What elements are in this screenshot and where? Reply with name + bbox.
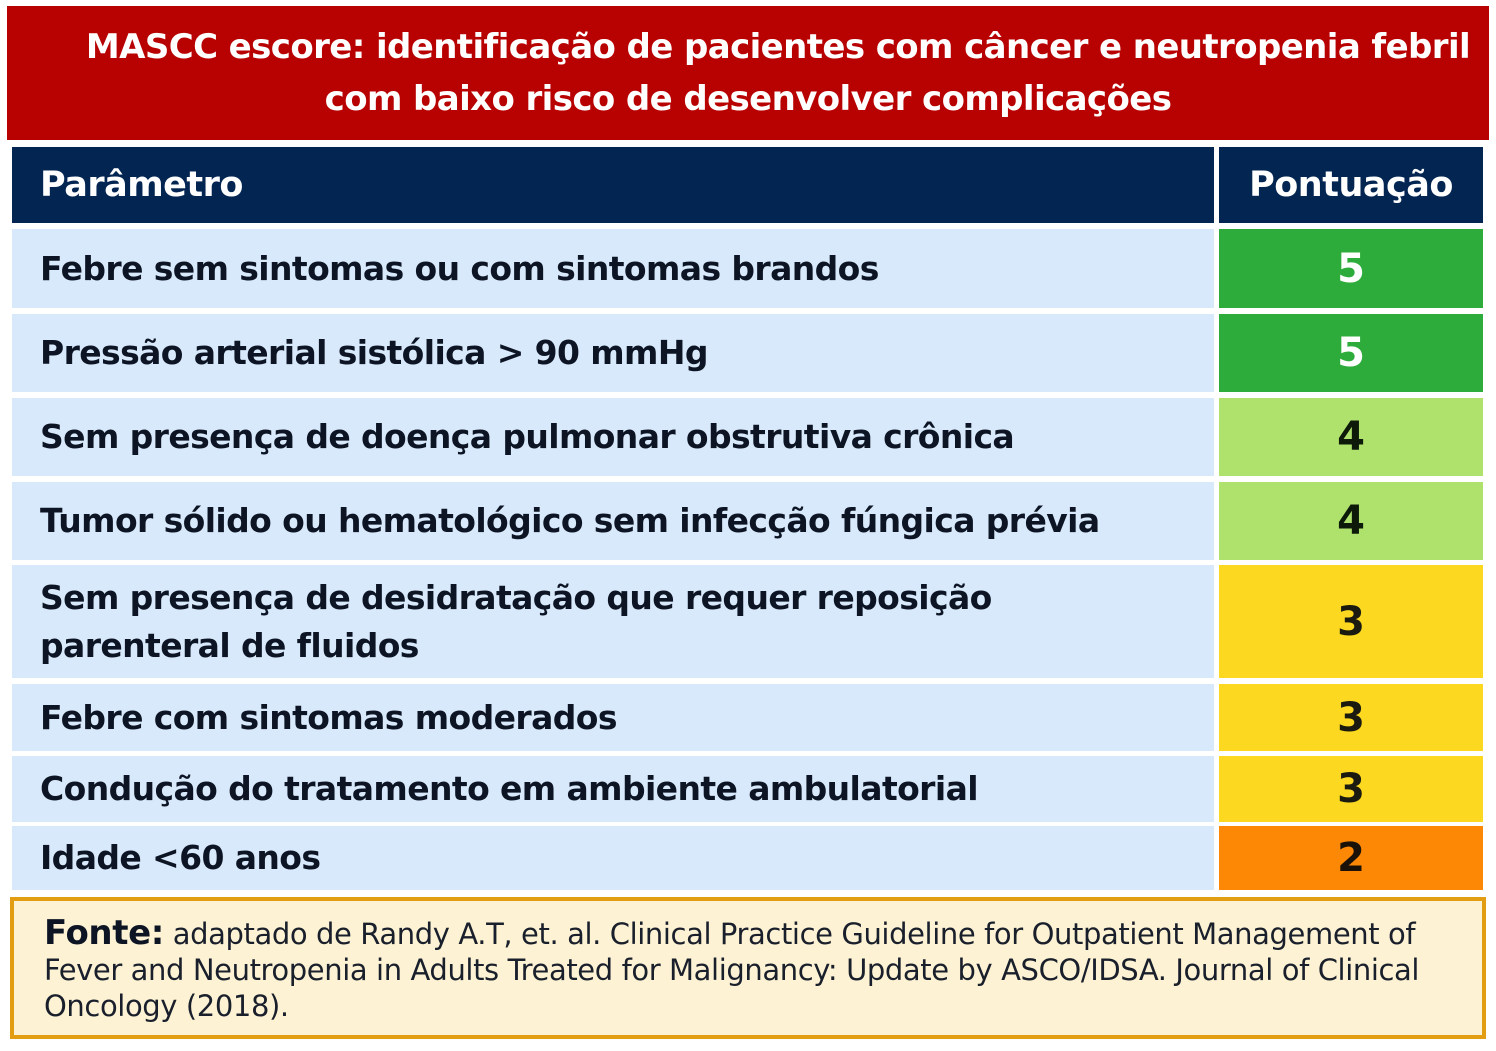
score-cell: 3 [1219,565,1483,678]
score-cell: 4 [1219,398,1483,476]
source-label: Fonte: [44,913,164,953]
title-line-1: MASCC escore: identificação de pacientes… [85,27,1471,67]
parameter-cell: Sem presença de doença pulmonar obstruti… [12,398,1214,476]
title-line-2: com baixo risco de desenvolver complicaç… [324,79,1172,119]
column-header-parameter: Parâmetro [12,147,1214,223]
parameter-cell: Sem presença de desidratação que requer … [12,565,1214,678]
title-banner: MASCC escore: identificação de pacientes… [7,6,1489,140]
parameter-cell: Condução do tratamento em ambiente ambul… [12,756,1214,822]
score-cell: 5 [1219,229,1483,308]
score-cell: 3 [1219,756,1483,822]
parameter-cell: Pressão arterial sistólica > 90 mmHg [12,314,1214,392]
source-citation-box: Fonte: adaptado de Randy A.T, et. al. Cl… [10,897,1486,1039]
parameter-cell: Tumor sólido ou hematológico sem infecçã… [12,482,1214,560]
score-cell: 4 [1219,482,1483,560]
parameter-cell: Febre com sintomas moderados [12,684,1214,751]
score-cell: 2 [1219,826,1483,890]
parameter-cell: Febre sem sintomas ou com sintomas brand… [12,229,1214,308]
score-cell: 3 [1219,684,1483,751]
source-text: adaptado de Randy A.T, et. al. Clinical … [44,917,1420,1023]
parameter-cell: Idade <60 anos [12,826,1214,890]
score-cell: 5 [1219,314,1483,392]
column-header-score: Pontuação [1219,147,1483,223]
